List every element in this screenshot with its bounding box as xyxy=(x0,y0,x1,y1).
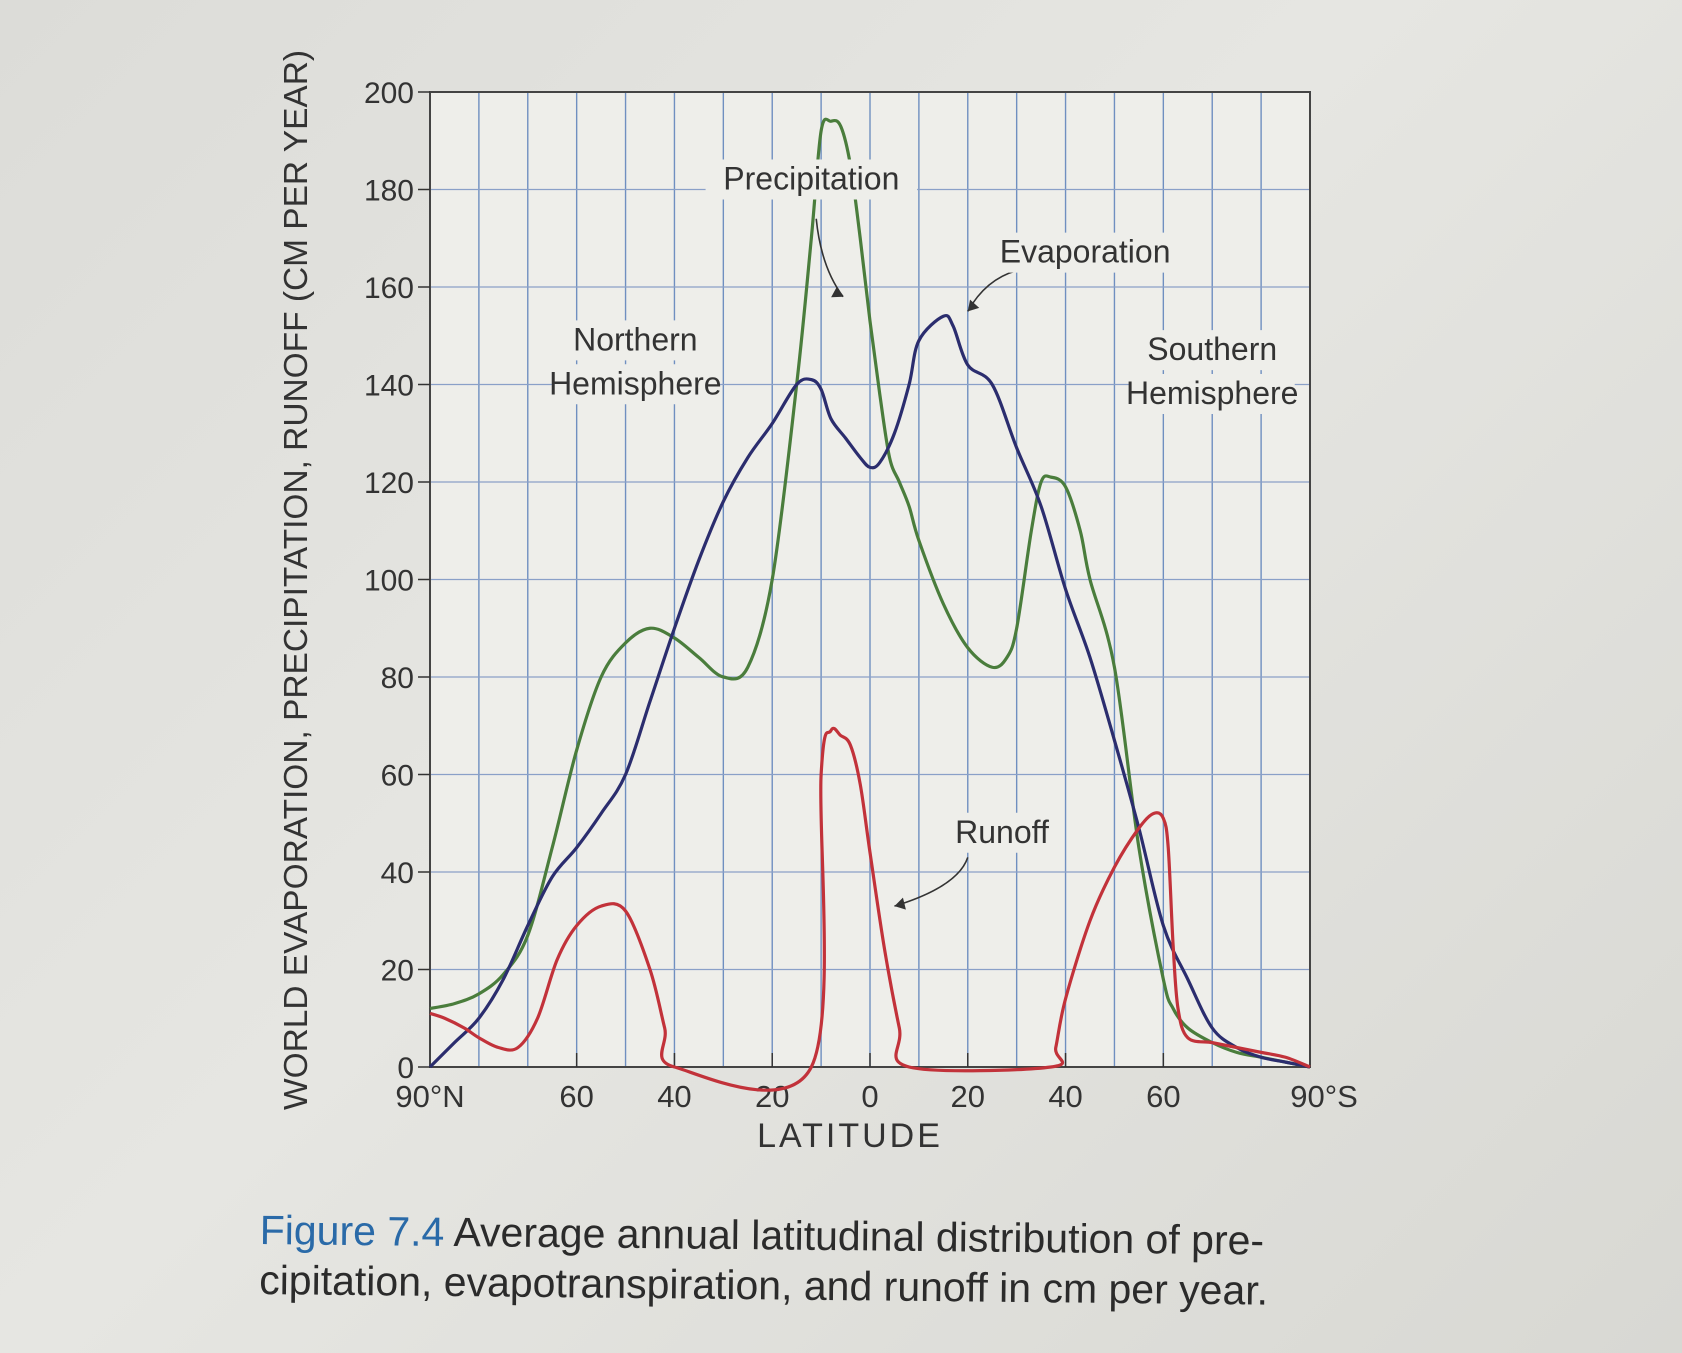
y-tick-label: 60 xyxy=(381,760,414,793)
y-tick-label: 160 xyxy=(364,272,414,305)
series-line-runoff xyxy=(429,726,1311,1092)
x-tick-label: 60 xyxy=(559,1079,593,1114)
annotation-backdrop xyxy=(1145,330,1280,371)
figure-label: Figure 7.4 xyxy=(259,1206,445,1255)
figure-caption: Figure 7.4 Average annual latitudinal di… xyxy=(259,1205,1340,1316)
annotations: Precipitation Evaporation Northern Hemisphe… xyxy=(549,159,1299,853)
runoff-arrow xyxy=(894,857,969,907)
x-tick-label: 90°N xyxy=(395,1079,464,1114)
x-tick-label: 20 xyxy=(755,1079,789,1114)
annotation-label: Hemisphere xyxy=(1126,375,1299,411)
y-tick-label: 180 xyxy=(364,175,414,208)
y-tick-label: 20 xyxy=(381,955,414,988)
x-tick-label: 20 xyxy=(951,1079,985,1114)
annotation-backdrop xyxy=(552,364,718,405)
grid xyxy=(430,92,1310,1067)
evaporation-arrow-head xyxy=(967,299,980,312)
x-axis: 90°N 60 40 20 0 20 40 60 90°S xyxy=(395,1053,1358,1114)
annotation-label: Evaporation xyxy=(1000,234,1171,270)
y-tick-label: 0 xyxy=(397,1052,414,1085)
annotation-label: Southern xyxy=(1147,331,1277,367)
x-axis-title: LATITUDE xyxy=(757,1117,943,1155)
runoff-arrow-head xyxy=(894,897,906,910)
annotation-backdrop xyxy=(1129,374,1295,414)
x-tick-label: 60 xyxy=(1146,1079,1180,1114)
annotation-backdrop xyxy=(994,232,1176,273)
annotation-label: Northern xyxy=(573,321,698,357)
annotation-label: Precipitation xyxy=(723,161,899,197)
caption-text-line-2: cipitation, evapotranspiration, and runo… xyxy=(258,1256,1269,1314)
annotation-label: Runoff xyxy=(955,814,1049,850)
annotation-label: Hemisphere xyxy=(549,365,722,401)
annotation-backdrop xyxy=(568,320,703,361)
y-tick-label: 40 xyxy=(381,857,414,890)
x-tick-label: 40 xyxy=(657,1079,691,1114)
y-tick-label: 120 xyxy=(364,467,414,500)
annotation-backdrop xyxy=(705,159,918,200)
y-tick-label: 80 xyxy=(381,662,414,695)
precipitation-arrow-head xyxy=(831,286,844,298)
x-tick-label: 40 xyxy=(1048,1079,1082,1114)
series-group xyxy=(428,117,1311,1092)
annotation-backdrop xyxy=(950,812,1054,853)
y-tick-label: 100 xyxy=(364,565,414,598)
x-tick-label: 90°S xyxy=(1290,1079,1358,1114)
y-axis: 0 20 40 60 80 100 120 140 160 180 200 xyxy=(364,77,430,1085)
y-tick-label: 200 xyxy=(364,77,414,110)
y-axis-title: WORLD EVAPORATION, PRECIPITATION, RUNOFF… xyxy=(277,50,314,1110)
series-line-precipitation xyxy=(429,117,1311,1069)
caption-text: Average annual latitudinal distribution … xyxy=(444,1208,1265,1264)
x-tick-label: 0 xyxy=(861,1079,878,1114)
y-tick-label: 140 xyxy=(364,370,414,403)
